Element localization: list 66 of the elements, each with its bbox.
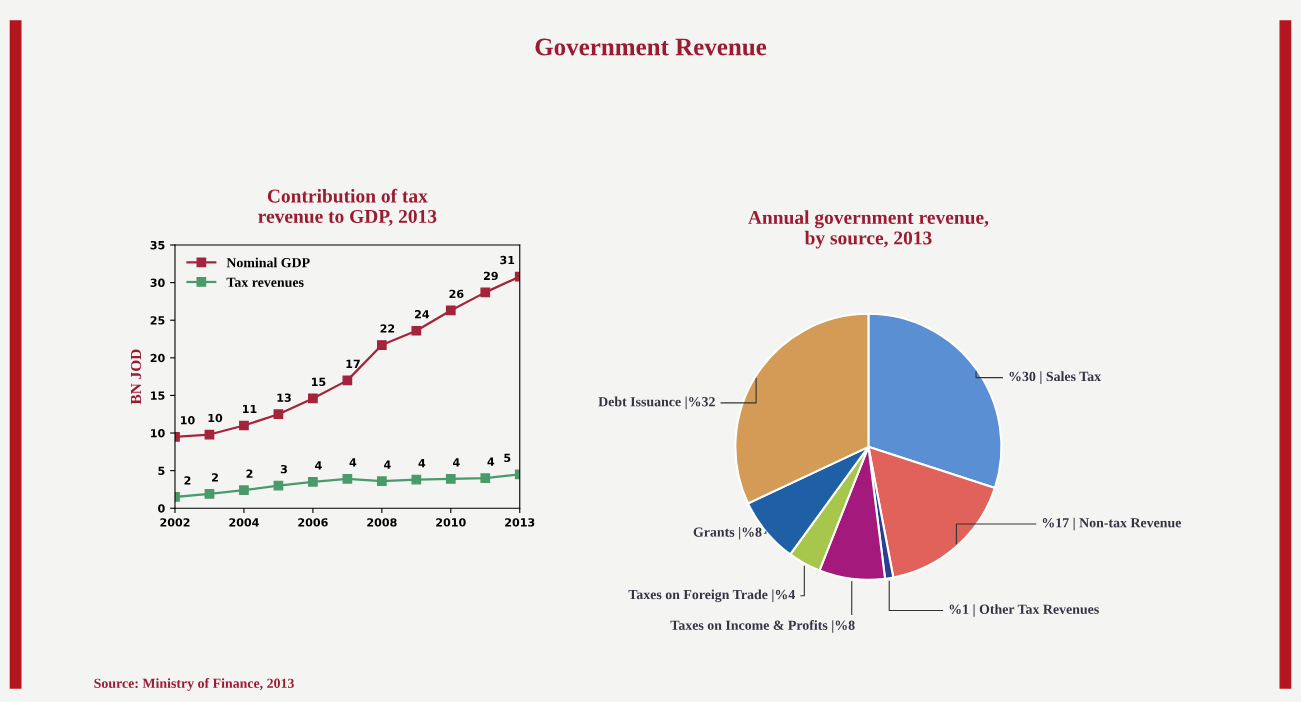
data-label: 26 xyxy=(449,289,464,299)
data-label: 29 xyxy=(483,271,498,281)
point xyxy=(480,473,491,484)
data-label: 4 xyxy=(315,461,322,470)
point xyxy=(239,420,249,431)
data-label: 17 xyxy=(346,359,360,368)
y-tick-label: 10 xyxy=(151,429,165,438)
point xyxy=(273,480,284,491)
data-label: 10 xyxy=(208,413,223,423)
x-tick-label: 2006 xyxy=(298,518,328,527)
slice-label: Debt Issuance |%32 xyxy=(598,396,715,410)
data-label: 5 xyxy=(504,453,511,463)
y-tick-label: 35 xyxy=(150,240,165,250)
y-tick-label: 30 xyxy=(150,278,165,287)
data-label: 4 xyxy=(452,458,460,467)
x-tick-label: 2008 xyxy=(367,518,397,527)
point xyxy=(411,325,422,336)
y-tick-label: 25 xyxy=(150,316,165,325)
point xyxy=(445,474,456,484)
data-label: 13 xyxy=(277,393,291,402)
y-tick-label: 5 xyxy=(158,466,165,476)
x-tick-label: 2002 xyxy=(160,518,190,527)
slice-label: Taxes on Income & Profits |%8 xyxy=(670,620,855,633)
data-label: 31 xyxy=(500,255,515,265)
point xyxy=(445,305,456,316)
slice-label: Taxes on Foreign Trade |%4 xyxy=(628,589,795,603)
data-label: 2 xyxy=(212,473,218,482)
point xyxy=(308,393,318,404)
data-label: 4 xyxy=(418,459,426,468)
point xyxy=(411,474,422,485)
data-label: 22 xyxy=(380,324,395,333)
point xyxy=(342,474,353,484)
data-label: 3 xyxy=(280,464,287,474)
point xyxy=(273,409,284,420)
point xyxy=(480,287,491,298)
point xyxy=(376,476,387,487)
text: Government Revenue xyxy=(535,38,767,56)
x-tick-label: 2013 xyxy=(505,518,535,527)
legend-label: Nominal GDP xyxy=(226,257,310,268)
y-tick-label: 0 xyxy=(158,504,165,513)
x-tick-label: 2004 xyxy=(229,518,259,527)
slice-label: Grants |%8 xyxy=(693,526,762,540)
data-label: 10 xyxy=(181,416,195,425)
point xyxy=(308,477,318,487)
slice-label: %30 | Sales Tax xyxy=(1009,371,1102,384)
source-note: Source: Ministry of Finance, 2013 xyxy=(94,678,294,691)
data-label: 2 xyxy=(184,476,191,485)
y-tick-label: 15 xyxy=(151,391,165,400)
chart-title: Contribution of tax revenue to GDP, 2013 xyxy=(258,188,437,226)
data-label: 24 xyxy=(415,310,430,319)
data-label: 4 xyxy=(384,460,391,469)
y-tick-label: 20 xyxy=(150,353,165,363)
data-label: 4 xyxy=(487,457,495,466)
legend-label: Tax revenues xyxy=(226,277,304,288)
data-label: 15 xyxy=(311,377,326,387)
data-label: 4 xyxy=(349,458,357,467)
x-tick-label: 2010 xyxy=(436,518,466,527)
point xyxy=(204,489,215,499)
point xyxy=(376,340,387,350)
point xyxy=(239,485,249,496)
data-label: 2 xyxy=(246,469,253,478)
data-label: 11 xyxy=(243,404,257,414)
chart-title: Annual government revenue, by source, 2013 xyxy=(748,210,989,249)
slice-label: %17 | Non-tax Revenue xyxy=(1042,517,1181,531)
slice-label: %1 | Other Tax Revenues xyxy=(949,604,1099,617)
y-axis-title: BN JOD xyxy=(130,349,142,405)
